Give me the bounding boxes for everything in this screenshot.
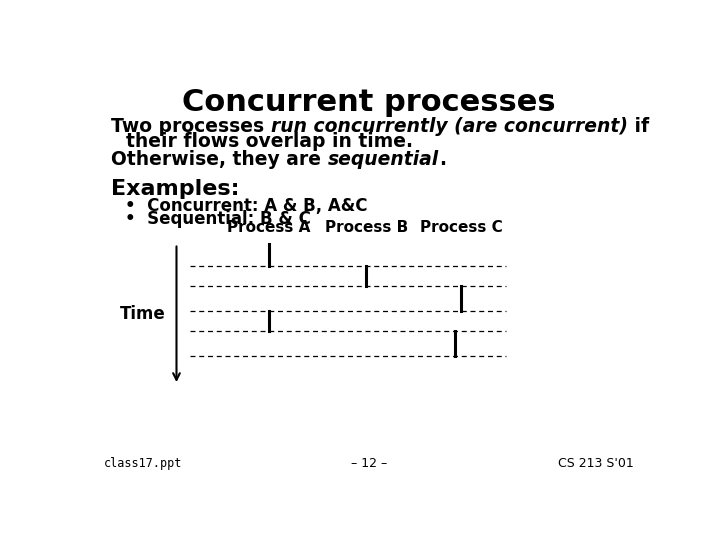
- Text: Process B: Process B: [325, 220, 408, 235]
- Text: Otherwise, they are: Otherwise, they are: [111, 150, 328, 169]
- Text: – 12 –: – 12 –: [351, 457, 387, 470]
- Text: Two processes: Two processes: [111, 117, 271, 136]
- Text: if: if: [628, 117, 649, 136]
- Text: run concurrently (are concurrent): run concurrently (are concurrent): [271, 117, 628, 136]
- Text: •  Sequential: B & C: • Sequential: B & C: [125, 210, 310, 228]
- Text: their flows overlap in time.: their flows overlap in time.: [126, 132, 413, 151]
- Text: Process A: Process A: [227, 220, 310, 235]
- Text: CS 213 S'01: CS 213 S'01: [558, 457, 634, 470]
- Text: Time: Time: [120, 305, 166, 323]
- Text: Examples:: Examples:: [111, 179, 240, 199]
- Text: .: .: [438, 150, 446, 169]
- Text: sequential: sequential: [328, 150, 438, 169]
- Text: Process C: Process C: [420, 220, 503, 235]
- Text: Concurrent processes: Concurrent processes: [182, 87, 556, 117]
- Text: class17.ppt: class17.ppt: [104, 457, 182, 470]
- Text: •  Concurrent: A & B, A&C: • Concurrent: A & B, A&C: [125, 197, 367, 214]
